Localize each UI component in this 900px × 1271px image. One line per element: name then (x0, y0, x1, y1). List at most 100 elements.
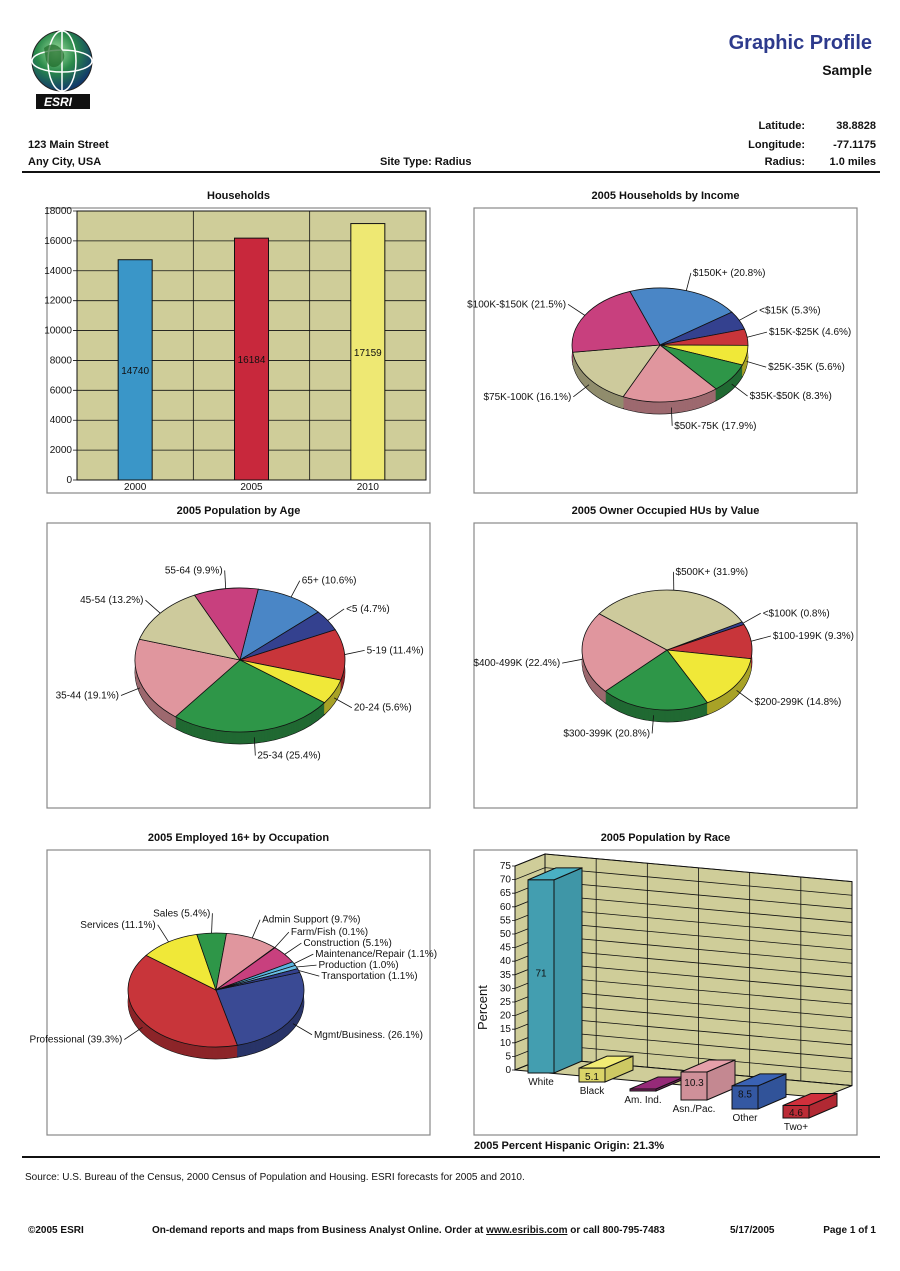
age-slice-7 (193, 587, 259, 661)
occupation-slice-1 (127, 954, 238, 1048)
age-slice-5 (134, 638, 241, 718)
occupation-leader-line (211, 913, 213, 934)
age-slice-label: 35-44 (19.1%) (56, 691, 119, 702)
race-bar-3 (680, 1071, 708, 1101)
race-bar-2 (629, 1088, 657, 1092)
income-title: 2005 Households by Income (591, 190, 740, 202)
households-data-label: 17159 (354, 348, 382, 359)
age-leader-line (327, 608, 345, 621)
promo-suffix: or call 800-795-7483 (567, 1225, 665, 1236)
households-ytick: 4000 (50, 415, 73, 426)
race-ytick: 15 (500, 1024, 512, 1035)
age-leader-line (253, 737, 256, 756)
race-data-label: 5.1 (585, 1072, 599, 1083)
race-ylabel: Percent (475, 985, 490, 1030)
age-leader-line (224, 570, 227, 589)
address-line1: 123 Main Street (28, 139, 109, 151)
income-slice-label: $25K-35K (5.6%) (768, 362, 845, 373)
income-slice-label: $15K-$25K (4.6%) (769, 327, 851, 338)
race-ytick: 35 (500, 970, 512, 981)
age-slice-label: 20-24 (5.6%) (354, 703, 412, 714)
race-data-label: 10.3 (684, 1078, 704, 1089)
income-slice-6 (572, 344, 661, 398)
value-slice-label: $300-399K (20.8%) (563, 728, 650, 739)
longitude-label: Longitude: (748, 139, 805, 151)
latitude-label: Latitude: (758, 120, 805, 132)
occupation-leader-line (157, 924, 169, 943)
race-ytick: 0 (505, 1065, 511, 1076)
households-bar-2010 (350, 223, 386, 481)
income-slice-label: $100K-$150K (21.5%) (467, 299, 566, 310)
race-title: 2005 Population by Race (600, 832, 731, 844)
households-ytick: 8000 (50, 355, 73, 366)
promo-prefix: On-demand reports and maps from Business… (152, 1225, 487, 1236)
race-data-label: 4.6 (789, 1108, 803, 1119)
occupation-slice-label: Professional (39.3%) (30, 1035, 123, 1046)
race-ytick: 20 (500, 1011, 512, 1022)
value-leader-line (750, 635, 771, 642)
race-ytick: 65 (500, 888, 512, 899)
income-leader-line (731, 383, 748, 397)
age-slice-4 (174, 659, 326, 733)
race-bar-5 (782, 1104, 810, 1119)
race-ytick: 40 (500, 956, 512, 967)
race-bar-1 (578, 1067, 606, 1083)
households-ytick: 18000 (44, 206, 72, 217)
race-xtick: Two+ (784, 1122, 808, 1133)
address-line2: Any City, USA (28, 156, 102, 168)
occupation-slice-label: Farm/Fish (0.1%) (291, 927, 368, 938)
value-title: 2005 Owner Occupied HUs by Value (571, 505, 760, 517)
globe-icon (31, 30, 93, 109)
radius-label: Radius: (764, 156, 805, 168)
households-data-label: 14740 (121, 366, 149, 377)
race-xtick: Other (732, 1113, 758, 1124)
age-slice-label: 55-64 (9.9%) (165, 565, 223, 576)
value-slice-label: $400-499K (22.4%) (473, 658, 560, 669)
age-leader-line (333, 697, 353, 709)
occupation-leader-line (284, 942, 302, 955)
age-slice-label: 65+ (10.6%) (302, 576, 357, 587)
value-leader-line (742, 612, 761, 624)
value-slice-label: $200-299K (14.8%) (755, 697, 842, 708)
race-xtick: White (528, 1077, 554, 1088)
age-leader-line (290, 580, 301, 598)
longitude-value: -77.1175 (833, 139, 876, 151)
logo-text: ESRI (44, 95, 73, 109)
value-slice-3 (604, 649, 709, 711)
age-leader-line (145, 599, 161, 614)
age-slice-0 (239, 588, 319, 661)
source-note: Source: U.S. Bureau of the Census, 2000 … (25, 1172, 525, 1183)
radius-value: 1.0 miles (829, 156, 876, 168)
households-xtick: 2005 (240, 482, 263, 493)
hispanic-note: 2005 Percent Hispanic Origin: 21.3% (474, 1140, 665, 1152)
occupation-leader-line (251, 919, 261, 939)
households-ytick: 6000 (50, 385, 73, 396)
esribis-link[interactable]: www.esribis.com (486, 1225, 568, 1236)
race-ytick: 30 (500, 983, 512, 994)
households-bar-2005 (234, 237, 269, 481)
age-leader-line (120, 687, 141, 696)
esri-logo: ESRI (28, 28, 98, 112)
race-ytick: 75 (500, 861, 512, 872)
income-leader-line (573, 384, 590, 398)
households-ytick: 16000 (44, 236, 72, 247)
race-ytick: 50 (500, 929, 512, 940)
value-slice-4 (581, 613, 668, 692)
age-slice-2 (239, 629, 346, 681)
value-slice-label: $100-199K (9.3%) (773, 631, 854, 642)
site-type: Site Type: Radius (380, 156, 472, 168)
occupation-slice-label: Admin Support (9.7%) (262, 915, 360, 926)
page-title: Graphic Profile (728, 32, 872, 54)
race-bar-side (553, 867, 583, 1074)
age-leader-line (344, 650, 365, 655)
race-xtick: Black (580, 1086, 605, 1097)
age-title: 2005 Population by Age (176, 505, 301, 517)
race-ytick: 5 (505, 1051, 511, 1062)
income-slice-0 (629, 287, 733, 346)
occupation-leader-line (298, 970, 320, 977)
age-slice-label: 5-19 (11.4%) (367, 645, 424, 656)
race-xtick: Asn./Pac. (673, 1104, 716, 1115)
latitude-value: 38.8828 (836, 120, 876, 132)
income-slice-label: $150K+ (20.8%) (693, 268, 766, 279)
